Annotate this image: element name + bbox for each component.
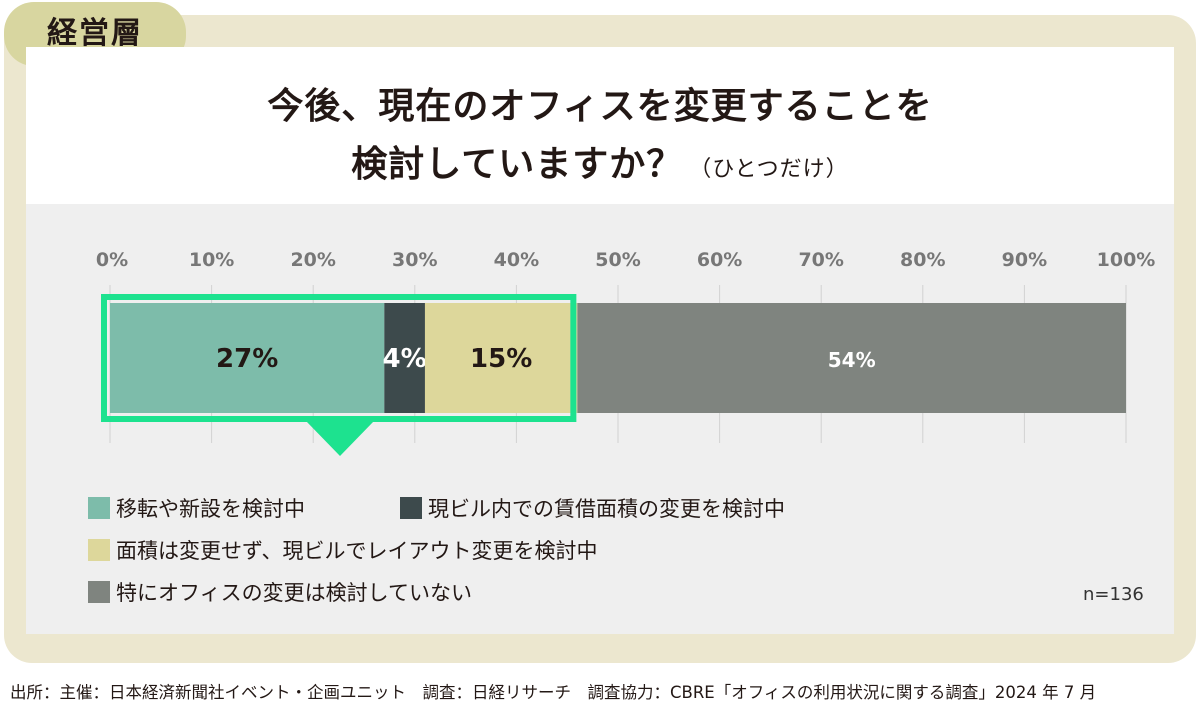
x-tick-label: 80% [900,249,945,271]
bar-data-label: 27% [216,344,278,374]
legend-item-relocate: 移転や新設を検討中 [88,493,305,523]
highlight-box [101,294,577,422]
legend-swatch [88,581,110,603]
legend-label: 特にオフィスの変更は検討していない [116,581,472,605]
bar-data-label: 15% [470,344,532,374]
legend-swatch [400,497,422,519]
bar-segment [384,303,425,413]
source-note: 出所：主催：日本経済新聞社イベント・企画ユニット 調査：日経リサーチ 調査協力：… [10,683,1097,702]
bar-segment [110,303,385,413]
chart-title-note: （ひとつだけ） [689,157,849,182]
bar-segment [577,303,1126,413]
highlight-pointer [306,421,374,456]
legend-label: 現ビル内での賃借面積の変更を検討中 [428,497,785,521]
title-area: 今後、現在のオフィスを変更することを 検討していますか？ （ひとつだけ） [26,47,1174,204]
x-tick-label: 0% [96,249,128,271]
x-tick-label: 90% [1002,249,1047,271]
legend-item-area-change: 現ビル内での賃借面積の変更を検討中 [400,493,785,523]
chart-title-main: 検討していますか？ [351,144,684,185]
x-tick-label: 100% [1097,249,1156,271]
bar-data-label: 4% [383,344,427,374]
x-tick-label: 30% [392,249,437,271]
x-tick-label: 40% [494,249,539,271]
x-tick-label: 10% [189,249,234,271]
x-tick-label: 60% [697,249,742,271]
legend-item-layout-change: 面積は変更せず、現ビルでレイアウト変更を検討中 [88,535,598,565]
bar-data-label: 54% [828,348,876,372]
legend-swatch [88,497,110,519]
chart-title-line2: 検討していますか？ （ひとつだけ） [26,135,1174,187]
bar-segment [424,303,578,413]
legend-label: 移転や新設を検討中 [116,497,305,521]
legend-swatch [88,539,110,561]
legend-item-no-change: 特にオフィスの変更は検討していない [88,577,472,607]
x-tick-label: 70% [798,249,843,271]
chart-title-line1: 今後、現在のオフィスを変更することを [267,86,933,127]
legend-label: 面積は変更せず、現ビルでレイアウト変更を検討中 [116,539,598,563]
x-tick-label: 20% [290,249,335,271]
x-tick-label: 50% [595,249,640,271]
sample-size: n=136 [1083,584,1144,605]
